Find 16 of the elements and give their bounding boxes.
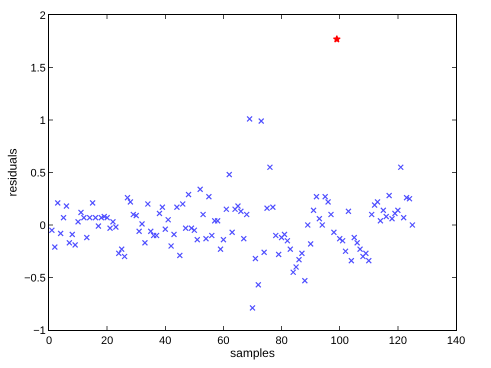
x-tick-label: 40 [159, 335, 172, 348]
x-axis-title: samples [230, 346, 275, 360]
x-tick-label: 60 [217, 335, 230, 348]
y-axis-title: residuals [5, 148, 20, 197]
x-tick-label: 20 [101, 335, 114, 348]
y-tick-label: 1.5 [30, 62, 46, 74]
y-tick-label: 0 [40, 220, 46, 232]
x-tick-label: 100 [330, 335, 349, 348]
y-tick-label: −1 [33, 324, 46, 337]
x-tick-label: 80 [275, 335, 288, 348]
x-tick-label: 120 [388, 335, 408, 348]
y-tick-label: −0.5 [24, 272, 46, 284]
y-tick-label: 1 [40, 114, 46, 127]
y-tick-label: 0.5 [30, 167, 46, 180]
y-tick-label: 2 [40, 10, 46, 22]
x-tick-label: 140 [446, 335, 466, 348]
